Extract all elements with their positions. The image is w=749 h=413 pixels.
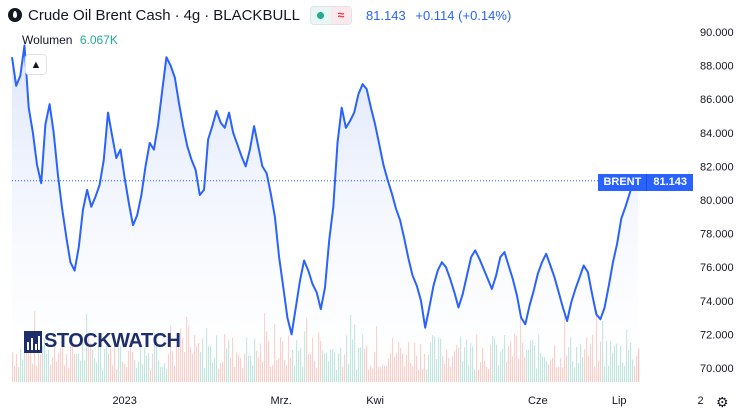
y-axis: 70.000 72.000 74.000 76.000 78.000 80.000 82.0… — [700, 27, 734, 375]
y-tick-label: 78.000 — [700, 229, 734, 241]
price-tag-name: BRENT — [598, 174, 647, 191]
chevron-up-icon: ▲ — [30, 58, 42, 71]
chart-header: Crude Oil Brent Cash · 4g · BLACKBULL ≈ … — [8, 5, 511, 25]
change-value: +0.114 — [415, 7, 455, 23]
price-area-fill — [12, 45, 638, 383]
x-tick-label: 2023 — [112, 395, 136, 407]
logo-text: STOCKWATCH — [44, 330, 181, 352]
gear-icon[interactable]: ⚙ — [716, 394, 729, 410]
y-tick-label: 74.000 — [700, 296, 734, 308]
symbol-title[interactable]: Crude Oil Brent Cash — [28, 6, 171, 24]
volume-value: 6.067K — [79, 33, 118, 47]
status-pills: ≈ — [309, 5, 352, 25]
price-tag: BRENT 81.143 — [598, 174, 693, 191]
y-tick-label: 70.000 — [700, 363, 734, 375]
change-percent: (+0.14%) — [458, 7, 512, 23]
price-line — [11, 44, 639, 336]
y-tick-label: 84.000 — [700, 128, 734, 140]
interval-label[interactable]: 4g — [183, 6, 201, 24]
price-tag-value: 81.143 — [646, 174, 693, 191]
source-label: BLACKBULL — [213, 6, 300, 24]
header-separator: · — [204, 6, 210, 24]
x-tick-label: Cze — [528, 395, 548, 407]
y-tick-label: 72.000 — [700, 329, 734, 341]
stockwatch-logo: STOCKWATCH — [24, 330, 181, 353]
x-axis: 2023 Mrz. Kwi Cze Lip 2 — [112, 395, 703, 407]
y-tick-label: 80.000 — [700, 195, 734, 207]
last-value: 81.143 — [365, 7, 406, 23]
quote-values: 81.143 +0.114 (+0.14%) — [366, 8, 511, 23]
market-open-icon[interactable] — [310, 6, 331, 24]
oil-drop-icon — [8, 8, 22, 22]
x-tick-label: 2 — [698, 395, 704, 407]
x-tick-label: Lip — [612, 395, 627, 407]
header-separator: · — [174, 6, 180, 24]
x-tick-label: Mrz. — [270, 395, 291, 407]
volume-label[interactable]: Wolumen — [22, 33, 73, 47]
collapse-legend-button[interactable]: ▲ — [25, 54, 47, 75]
x-tick-label: Kwi — [366, 395, 384, 407]
volume-bar — [638, 348, 640, 382]
logo-bars-icon — [24, 330, 42, 353]
y-tick-label: 90.000 — [700, 27, 734, 39]
data-delay-icon[interactable]: ≈ — [330, 6, 351, 24]
y-tick-label: 88.000 — [700, 61, 734, 73]
y-tick-label: 86.000 — [700, 94, 734, 106]
volume-legend: Wolumen 6.067K — [22, 33, 118, 47]
y-tick-label: 82.000 — [700, 161, 734, 173]
y-tick-label: 76.000 — [700, 262, 734, 274]
